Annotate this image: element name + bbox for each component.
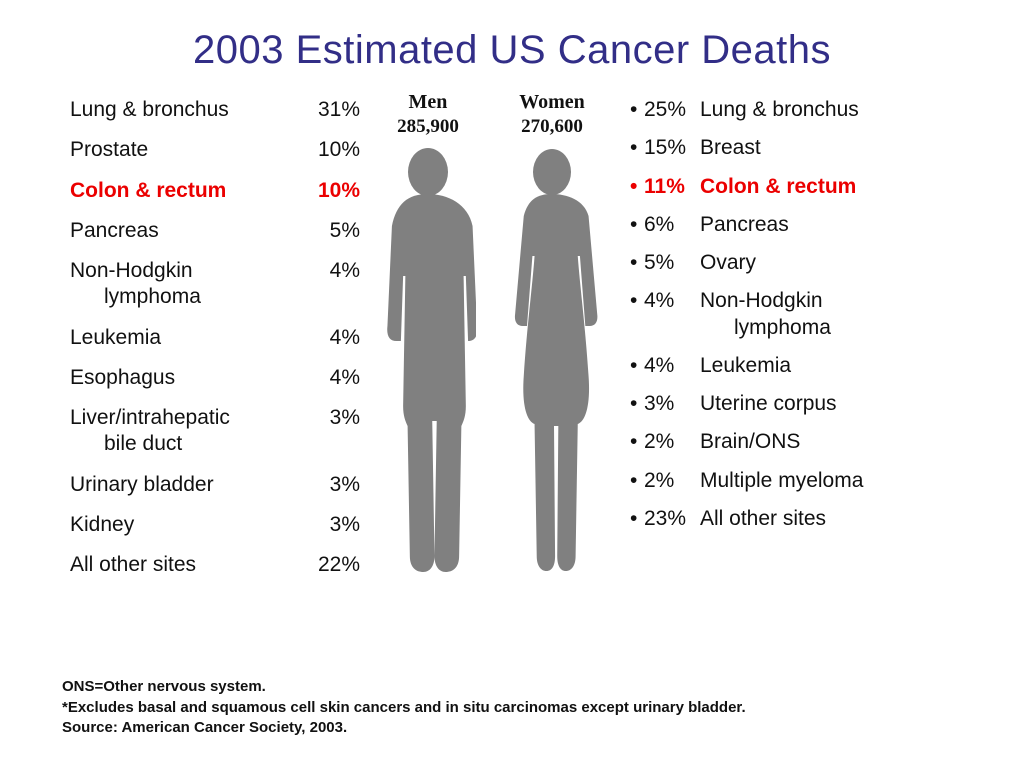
women-stat-row: •2%Multiple myeloma <box>630 468 960 494</box>
stat-percent: 2% <box>644 468 700 494</box>
stat-percent: 11% <box>644 174 700 200</box>
stat-percent: 3% <box>304 472 360 498</box>
women-stat-row: •4%Non-Hodgkinlymphoma <box>630 288 960 341</box>
stat-percent: 23% <box>644 506 700 532</box>
stat-label: Kidney <box>70 512 304 538</box>
men-count: 285,900 <box>397 116 459 138</box>
stat-label: Uterine corpus <box>700 391 960 417</box>
stat-label: Brain/ONS <box>700 429 960 455</box>
men-stat-row: All other sites22% <box>70 552 360 578</box>
stat-label: Ovary <box>700 250 960 276</box>
women-stat-row: •5%Ovary <box>630 250 960 276</box>
men-stat-row: Pancreas5% <box>70 218 360 244</box>
bullet-icon: • <box>630 353 644 379</box>
women-stat-row: •23%All other sites <box>630 506 960 532</box>
stat-label: Lung & bronchus <box>70 97 304 123</box>
stat-label: Leukemia <box>70 325 304 351</box>
stat-percent: 3% <box>304 405 360 431</box>
stat-label: Multiple myeloma <box>700 468 960 494</box>
stat-percent: 4% <box>644 353 700 379</box>
men-stats-column: Lung & bronchus31%Prostate10%Colon & rec… <box>70 91 360 592</box>
women-stat-row: •11%Colon & rectum <box>630 174 960 200</box>
women-stat-row: •4%Leukemia <box>630 353 960 379</box>
stat-label: Non-Hodgkinlymphoma <box>70 258 304 311</box>
stat-label: Esophagus <box>70 365 304 391</box>
stat-label: Colon & rectum <box>70 178 314 204</box>
stat-percent: 2% <box>644 429 700 455</box>
stat-label: Non-Hodgkinlymphoma <box>700 288 960 341</box>
bullet-icon: • <box>630 391 644 417</box>
content-area: Lung & bronchus31%Prostate10%Colon & rec… <box>0 73 1024 592</box>
women-stat-row: •3%Uterine corpus <box>630 391 960 417</box>
footnote-line: Source: American Cancer Society, 2003. <box>62 718 746 738</box>
footnote-line: *Excludes basal and squamous cell skin c… <box>62 698 746 718</box>
stat-percent: 22% <box>304 552 360 578</box>
women-stat-row: •25%Lung & bronchus <box>630 97 960 123</box>
stat-percent: 3% <box>644 391 700 417</box>
bullet-icon: • <box>630 212 644 238</box>
bullet-icon: • <box>630 250 644 276</box>
stat-label: Prostate <box>70 137 304 163</box>
stat-percent: 3% <box>304 512 360 538</box>
stat-label: Lung & bronchus <box>700 97 960 123</box>
stat-label: Urinary bladder <box>70 472 304 498</box>
stat-percent: 15% <box>644 135 700 161</box>
male-silhouette-icon <box>380 146 476 576</box>
female-silhouette-icon <box>504 146 600 576</box>
bullet-icon: • <box>630 288 644 314</box>
women-stat-row: •6%Pancreas <box>630 212 960 238</box>
stat-label: Liver/intrahepaticbile duct <box>70 405 304 458</box>
stat-percent: 4% <box>304 365 360 391</box>
stat-percent: 10% <box>304 137 360 163</box>
women-block: Women 270,600 <box>504 91 600 592</box>
footnote-line: ONS=Other nervous system. <box>62 677 746 697</box>
stat-label: Pancreas <box>70 218 304 244</box>
men-stat-row: Colon & rectum10% <box>70 178 360 204</box>
women-stats-column: •25%Lung & bronchus•15%Breast•11%Colon &… <box>620 91 960 592</box>
women-label: Women <box>519 91 585 114</box>
bullet-icon: • <box>630 429 644 455</box>
stat-label: Colon & rectum <box>700 174 960 200</box>
bullet-icon: • <box>630 174 644 200</box>
men-stat-row: Kidney3% <box>70 512 360 538</box>
men-stat-row: Lung & bronchus31% <box>70 97 360 123</box>
page-title: 2003 Estimated US Cancer Deaths <box>0 0 1024 73</box>
stat-label: All other sites <box>700 506 960 532</box>
stat-percent: 5% <box>644 250 700 276</box>
bullet-icon: • <box>630 97 644 123</box>
men-stat-row: Prostate10% <box>70 137 360 163</box>
stat-label: Pancreas <box>700 212 960 238</box>
stat-label: All other sites <box>70 552 304 578</box>
stat-percent: 4% <box>644 288 700 314</box>
stat-percent: 25% <box>644 97 700 123</box>
bullet-icon: • <box>630 506 644 532</box>
footnotes: ONS=Other nervous system.*Excludes basal… <box>62 677 746 738</box>
silhouette-column: Men 285,900 Women 270,600 <box>360 91 620 592</box>
men-stat-row: Leukemia4% <box>70 325 360 351</box>
stat-percent: 4% <box>304 258 360 284</box>
men-stat-row: Urinary bladder3% <box>70 472 360 498</box>
men-stat-row: Esophagus4% <box>70 365 360 391</box>
stat-percent: 10% <box>314 178 360 204</box>
stat-label: Breast <box>700 135 960 161</box>
stat-percent: 4% <box>304 325 360 351</box>
women-stat-row: •15%Breast <box>630 135 960 161</box>
women-stat-row: •2%Brain/ONS <box>630 429 960 455</box>
men-stat-row: Liver/intrahepaticbile duct3% <box>70 405 360 458</box>
stat-percent: 6% <box>644 212 700 238</box>
stat-label-sub: bile duct <box>70 431 304 457</box>
stat-percent: 31% <box>304 97 360 123</box>
stat-label: Leukemia <box>700 353 960 379</box>
men-block: Men 285,900 <box>380 91 476 592</box>
stat-label-sub: lymphoma <box>70 284 304 310</box>
men-label: Men <box>409 91 448 114</box>
women-count: 270,600 <box>521 116 583 138</box>
stat-percent: 5% <box>304 218 360 244</box>
bullet-icon: • <box>630 135 644 161</box>
bullet-icon: • <box>630 468 644 494</box>
stat-label-sub: lymphoma <box>700 315 960 341</box>
men-stat-row: Non-Hodgkinlymphoma4% <box>70 258 360 311</box>
